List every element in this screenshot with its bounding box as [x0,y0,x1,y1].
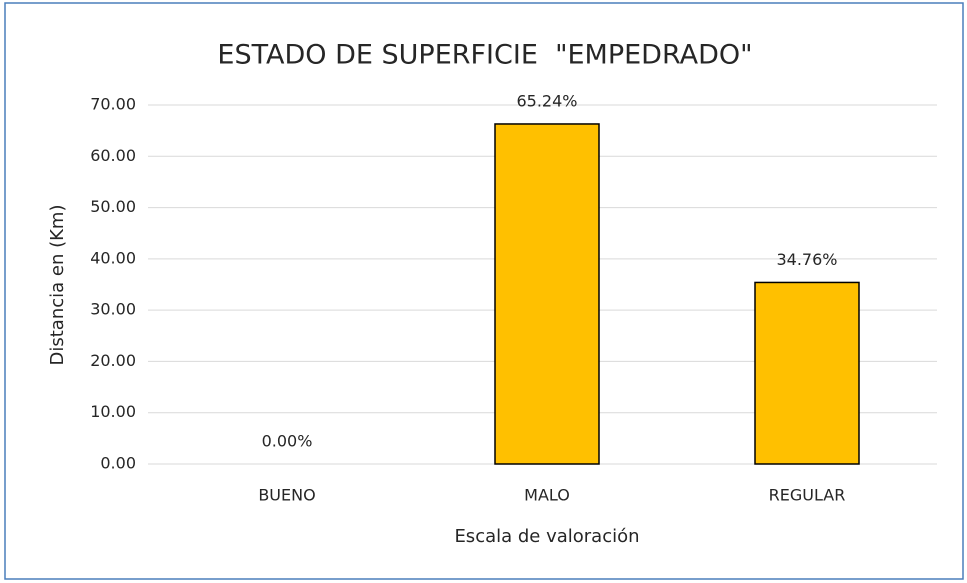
chart-title: ESTADO DE SUPERFICIE "EMPEDRADO" [217,40,752,71]
bar [754,281,860,465]
x-tick-label: REGULAR [769,486,846,505]
y-tick-label: 40.00 [90,248,136,267]
x-tick-label: MALO [524,486,570,505]
y-tick-label: 50.00 [90,197,136,216]
y-tick-label: 60.00 [90,146,136,165]
y-tick-label: 30.00 [90,300,136,319]
y-tick-label: 20.00 [90,351,136,370]
data-label: 0.00% [262,432,313,451]
y-tick-label: 70.00 [90,95,136,114]
y-tick-label: 10.00 [90,402,136,421]
y-axis-label: Distancia en (Km) [47,205,68,366]
y-tick-label: 0.00 [100,454,136,473]
x-tick-label: BUENO [258,486,315,505]
data-label: 65.24% [516,91,577,110]
data-label: 34.76% [776,250,837,269]
x-axis-label: Escala de valoración [454,526,639,547]
bar [494,123,600,465]
